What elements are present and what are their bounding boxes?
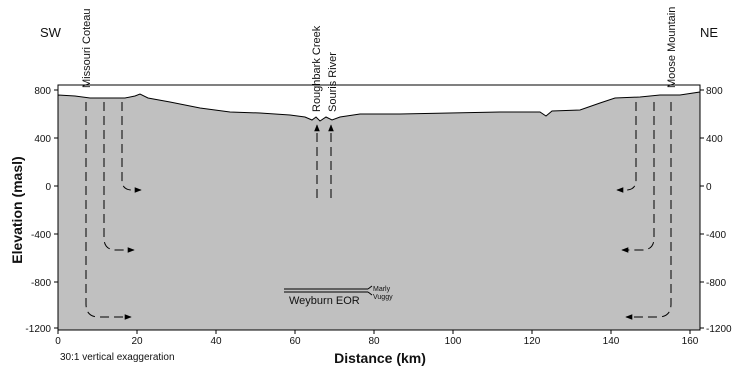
x-tick: 100 (445, 336, 462, 347)
y-tick-right: 0 (706, 182, 712, 193)
x-tick: 40 (210, 336, 222, 347)
left-y-ticks (54, 89, 58, 329)
y-tick-right: -800 (706, 278, 726, 289)
x-tick: 0 (55, 336, 61, 347)
flow-arrows-left (85, 102, 142, 320)
flow-arrow-right-shallow (616, 102, 637, 193)
marly-label: Marly (373, 286, 391, 293)
right-y-ticks (700, 89, 704, 329)
flow-arrow-left-shallow (121, 102, 142, 193)
sw-label: SW (40, 25, 62, 40)
y-tick-left: 0 (45, 182, 51, 193)
weyburn-eor-label: Weyburn EOR (289, 295, 360, 307)
x-tick: 80 (368, 336, 380, 347)
flow-arrows-right (616, 102, 672, 320)
plot-frame (57, 84, 701, 331)
y-tick-left: -800 (31, 278, 51, 289)
missouri-coteau-label: Missouri Coteau (81, 9, 93, 88)
y-tick-left: 400 (34, 134, 51, 145)
weyburn-reservoir (284, 285, 373, 296)
flow-arrow-left-middle (103, 102, 135, 253)
y-tick-right: -1200 (706, 324, 732, 335)
souris-river-label: Souris River (327, 52, 339, 112)
y-axis-title: Elevation (masl) (9, 156, 25, 263)
flow-arrows-discharge (314, 124, 334, 198)
flow-arrow-left-deep (85, 102, 132, 320)
y-tick-right: 400 (706, 134, 723, 145)
x-axis-title: Distance (km) (334, 350, 426, 366)
x-tick: 140 (603, 336, 620, 347)
x-tick: 20 (131, 336, 143, 347)
flow-arrow-right-middle (621, 102, 655, 253)
x-tick: 160 (682, 336, 699, 347)
ne-label: NE (700, 25, 718, 40)
vuggy-label: Vuggy (373, 294, 393, 301)
roughbark-creek-label: Roughbark Creek (311, 25, 323, 112)
x-tick: 60 (289, 336, 301, 347)
ground-section (57, 91, 701, 331)
x-ticks (57, 330, 691, 334)
moose-mountain-label: Moose Mountain (666, 7, 678, 88)
y-tick-right: 800 (706, 86, 723, 97)
y-tick-left: -1200 (25, 324, 51, 335)
y-tick-left: -400 (31, 230, 51, 241)
y-tick-left: 800 (34, 86, 51, 97)
flow-arrow-right-deep (625, 102, 672, 320)
y-tick-right: -400 (706, 230, 726, 241)
x-tick: 120 (524, 336, 541, 347)
vertical-exaggeration-note: 30:1 vertical exaggeration (60, 352, 175, 363)
